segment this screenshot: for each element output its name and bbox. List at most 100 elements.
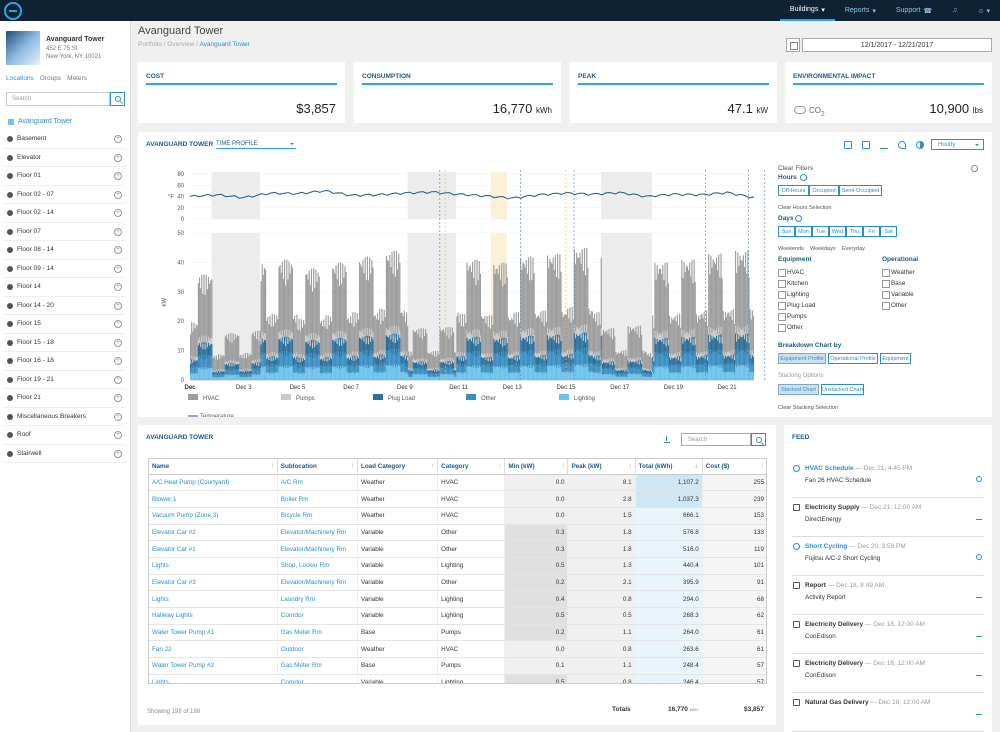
- power-bar-segment[interactable]: [254, 374, 257, 380]
- power-bar-segment[interactable]: [444, 332, 446, 361]
- power-bar-segment[interactable]: [211, 343, 213, 356]
- power-bar-segment[interactable]: [247, 376, 249, 380]
- power-bar-segment[interactable]: [540, 371, 542, 380]
- power-bar-segment[interactable]: [404, 355, 407, 360]
- power-bar-segment[interactable]: [745, 333, 747, 350]
- power-bar-segment[interactable]: [484, 316, 486, 354]
- power-bar-segment[interactable]: [454, 369, 456, 374]
- power-bar-segment[interactable]: [568, 354, 570, 358]
- power-bar-segment[interactable]: [401, 363, 403, 372]
- power-bar-segment[interactable]: [295, 373, 297, 380]
- power-bar-segment[interactable]: [673, 318, 675, 355]
- power-bar-segment[interactable]: [428, 376, 430, 380]
- power-bar-segment[interactable]: [370, 273, 372, 336]
- power-bar-segment[interactable]: [672, 358, 674, 366]
- power-bar-segment[interactable]: [666, 330, 668, 338]
- power-bar-segment[interactable]: [295, 355, 297, 360]
- power-bar-segment[interactable]: [333, 340, 335, 354]
- power-bar-segment[interactable]: [278, 366, 280, 380]
- power-bar-segment[interactable]: [206, 341, 208, 348]
- power-bar-segment[interactable]: [555, 355, 558, 368]
- power-bar-segment[interactable]: [289, 367, 291, 380]
- power-bar-segment[interactable]: [752, 372, 755, 380]
- power-bar-segment[interactable]: [212, 372, 214, 375]
- power-bar-segment[interactable]: [609, 369, 611, 375]
- power-bar-segment[interactable]: [504, 339, 506, 346]
- power-bar-segment[interactable]: [239, 370, 241, 372]
- power-bar-segment[interactable]: [306, 341, 308, 355]
- power-bar-segment[interactable]: [422, 373, 424, 380]
- power-bar-segment[interactable]: [389, 327, 391, 336]
- power-bar-segment[interactable]: [320, 365, 323, 373]
- power-bar-segment[interactable]: [395, 251, 398, 326]
- power-bar-segment[interactable]: [405, 371, 408, 380]
- equipment-checkbox[interactable]: Plug Load: [778, 302, 815, 310]
- power-bar-segment[interactable]: [613, 328, 615, 359]
- power-bar-segment[interactable]: [582, 366, 584, 380]
- power-bar-segment[interactable]: [235, 337, 238, 363]
- power-bar-segment[interactable]: [675, 358, 677, 366]
- power-bar-segment[interactable]: [588, 308, 590, 351]
- power-bar-segment[interactable]: [617, 368, 619, 371]
- power-bar-segment[interactable]: [548, 332, 550, 340]
- power-bar-segment[interactable]: [723, 365, 725, 373]
- power-bar-segment[interactable]: [529, 280, 531, 339]
- power-bar-segment[interactable]: [510, 372, 512, 380]
- sidebar-item-location[interactable]: Floor 07 +: [4, 223, 126, 241]
- power-bar-segment[interactable]: [694, 344, 696, 357]
- power-bar-segment[interactable]: [682, 355, 684, 368]
- power-bar-segment[interactable]: [475, 368, 477, 380]
- power-bar-segment[interactable]: [421, 375, 423, 380]
- power-bar-segment[interactable]: [449, 360, 451, 368]
- power-bar-segment[interactable]: [411, 377, 413, 380]
- power-bar-segment[interactable]: [715, 350, 718, 366]
- power-bar-segment[interactable]: [711, 339, 713, 354]
- column-header[interactable]: Peak (kW) ↕: [567, 459, 636, 475]
- power-bar-segment[interactable]: [501, 262, 503, 331]
- table-cell[interactable]: Elevator Car #1: [149, 540, 278, 558]
- power-bar-segment[interactable]: [425, 367, 427, 374]
- power-bar-segment[interactable]: [709, 341, 711, 355]
- power-bar-segment[interactable]: [472, 337, 474, 352]
- nav-reports[interactable]: Reports ▾: [835, 0, 886, 21]
- power-bar-segment[interactable]: [707, 373, 709, 380]
- power-bar-segment[interactable]: [514, 356, 516, 360]
- power-bar-segment[interactable]: [708, 334, 710, 350]
- power-bar-segment[interactable]: [485, 373, 487, 380]
- power-bar-segment[interactable]: [544, 371, 546, 380]
- power-bar-segment[interactable]: [608, 361, 610, 368]
- power-bar-segment[interactable]: [522, 262, 524, 331]
- power-bar-segment[interactable]: [658, 353, 661, 367]
- power-bar-segment[interactable]: [645, 376, 647, 380]
- power-bar-segment[interactable]: [555, 276, 558, 337]
- power-bar-segment[interactable]: [502, 357, 504, 369]
- power-bar-segment[interactable]: [423, 336, 426, 362]
- power-bar-segment[interactable]: [695, 314, 697, 353]
- power-bar-segment[interactable]: [383, 371, 385, 380]
- power-bar-segment[interactable]: [552, 335, 554, 351]
- power-bar-segment[interactable]: [638, 364, 640, 370]
- power-bar-segment[interactable]: [438, 354, 440, 370]
- power-bar-segment[interactable]: [546, 335, 549, 351]
- power-bar-segment[interactable]: [459, 352, 461, 357]
- power-bar-segment[interactable]: [693, 365, 695, 380]
- power-bar-segment[interactable]: [708, 364, 710, 380]
- power-bar-segment[interactable]: [572, 319, 574, 355]
- power-bar-segment[interactable]: [397, 333, 399, 341]
- power-bar-segment[interactable]: [358, 330, 361, 338]
- power-bar-segment[interactable]: [661, 274, 663, 336]
- power-bar-segment[interactable]: [269, 353, 271, 357]
- power-bar-segment[interactable]: [318, 355, 320, 368]
- power-bar-segment[interactable]: [294, 356, 296, 365]
- power-bar-segment[interactable]: [286, 259, 288, 330]
- power-bar-segment[interactable]: [284, 259, 286, 330]
- power-bar-segment[interactable]: [475, 284, 477, 341]
- power-bar-segment[interactable]: [577, 257, 579, 329]
- power-bar-segment[interactable]: [409, 377, 411, 380]
- power-bar-segment[interactable]: [633, 361, 635, 368]
- power-bar-segment[interactable]: [216, 377, 219, 380]
- power-bar-segment[interactable]: [677, 360, 680, 367]
- power-bar-segment[interactable]: [604, 374, 606, 380]
- power-bar-segment[interactable]: [336, 367, 338, 380]
- power-bar-segment[interactable]: [749, 354, 751, 363]
